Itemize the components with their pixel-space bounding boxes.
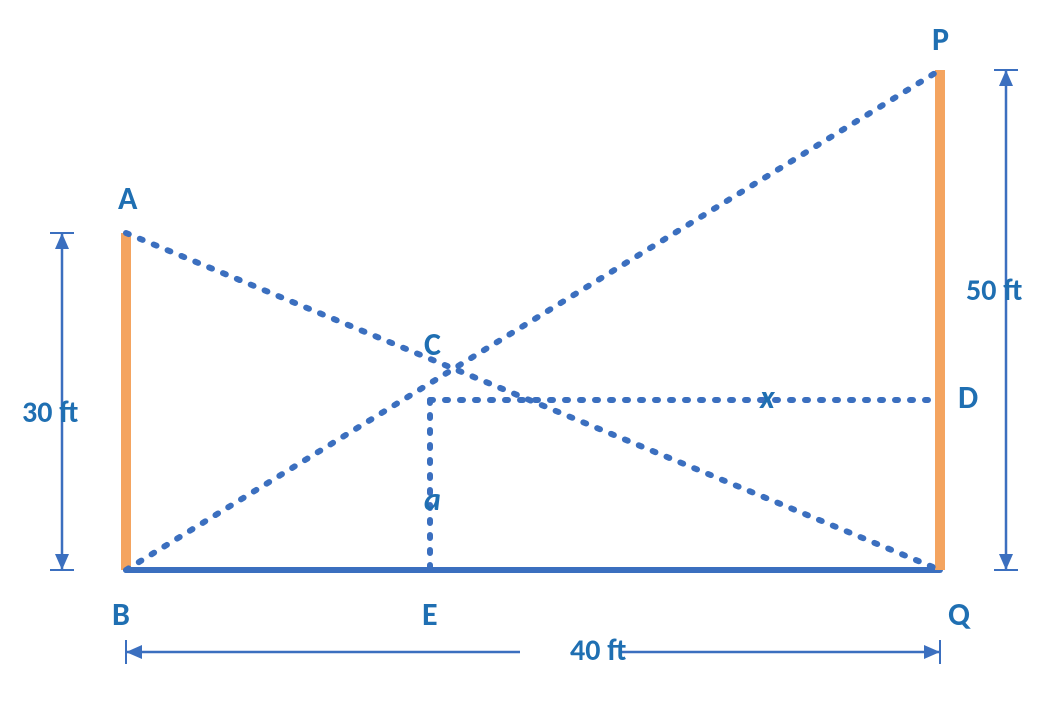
dim-PQ_height: 50 ft — [966, 70, 1022, 570]
dim-BQ_width: 40 ft — [126, 632, 940, 669]
var-a: a — [424, 480, 441, 519]
var-x: x — [759, 378, 776, 417]
point-label-E: E — [422, 595, 438, 634]
dim-label-PQ_height: 50 ft — [966, 272, 1022, 309]
dim-label-BQ_width: 40 ft — [570, 632, 626, 669]
dim-label-AB_height: 30 ft — [22, 394, 78, 431]
point-label-D: D — [958, 378, 978, 417]
dim-AB_height: 30 ft — [22, 233, 78, 570]
point-label-C: C — [424, 325, 441, 364]
point-label-B: B — [112, 595, 130, 634]
dashed-BP — [126, 70, 940, 570]
point-label-Q: Q — [948, 595, 971, 634]
point-label-A: A — [118, 179, 138, 218]
point-label-P: P — [932, 20, 949, 59]
